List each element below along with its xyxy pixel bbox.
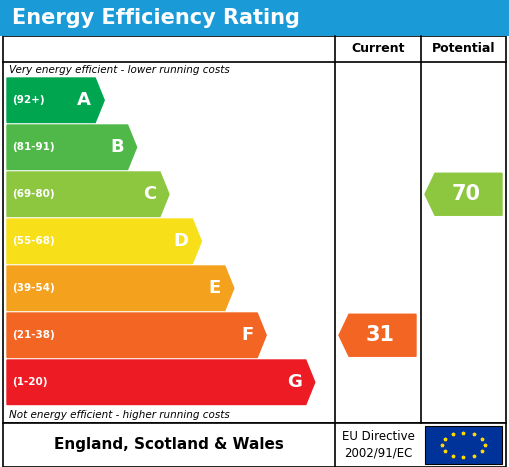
Bar — [3, 423, 506, 467]
Bar — [0, 0, 509, 36]
Text: A: A — [77, 91, 91, 109]
Text: 31: 31 — [366, 325, 395, 345]
Polygon shape — [339, 314, 416, 356]
Text: Very energy efficient - lower running costs: Very energy efficient - lower running co… — [9, 65, 230, 75]
Polygon shape — [7, 219, 202, 263]
Text: Current: Current — [351, 42, 405, 56]
Text: (21-38): (21-38) — [12, 330, 55, 340]
Text: England, Scotland & Wales: England, Scotland & Wales — [54, 438, 284, 453]
Text: (69-80): (69-80) — [12, 189, 54, 199]
Polygon shape — [7, 266, 234, 311]
Polygon shape — [7, 360, 315, 404]
Polygon shape — [7, 78, 104, 122]
Text: (1-20): (1-20) — [12, 377, 47, 387]
Polygon shape — [425, 173, 502, 215]
Text: F: F — [241, 326, 253, 344]
Bar — [3, 36, 506, 423]
Text: B: B — [110, 138, 124, 156]
Text: G: G — [287, 373, 302, 391]
Text: 70: 70 — [452, 184, 481, 204]
Text: Not energy efficient - higher running costs: Not energy efficient - higher running co… — [9, 410, 230, 420]
Text: Energy Efficiency Rating: Energy Efficiency Rating — [12, 8, 300, 28]
Text: (81-91): (81-91) — [12, 142, 54, 152]
Text: (39-54): (39-54) — [12, 283, 55, 293]
Text: EU Directive
2002/91/EC: EU Directive 2002/91/EC — [342, 430, 414, 460]
Polygon shape — [7, 172, 169, 217]
Bar — [425, 426, 502, 464]
Polygon shape — [7, 125, 136, 170]
Polygon shape — [7, 313, 266, 358]
Text: E: E — [209, 279, 221, 297]
Text: (92+): (92+) — [12, 95, 45, 105]
Text: D: D — [174, 232, 188, 250]
Text: (55-68): (55-68) — [12, 236, 55, 246]
Text: C: C — [143, 185, 156, 203]
Text: Potential: Potential — [432, 42, 495, 56]
